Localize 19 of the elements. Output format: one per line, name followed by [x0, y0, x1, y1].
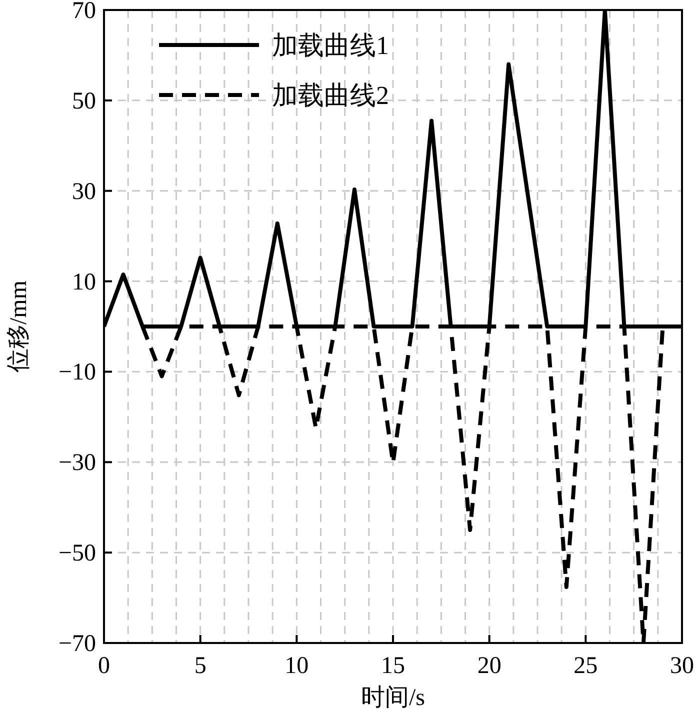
x-tick-label: 10 [284, 653, 309, 679]
y-tick-label: 10 [72, 269, 96, 296]
x-tick-label: 0 [98, 653, 110, 679]
y-tick-label: 30 [72, 178, 96, 205]
y-tick-label: −30 [58, 450, 96, 476]
x-axis-title: 时间/s [360, 685, 426, 711]
y-tick-label: 70 [72, 0, 96, 24]
legend-label: 加载曲线1 [272, 31, 389, 60]
x-tick-label: 30 [670, 653, 694, 679]
x-tick-label: 5 [194, 653, 206, 679]
x-tick-label: 15 [381, 653, 405, 679]
x-tick-label: 20 [477, 653, 502, 679]
y-axis-title: 位移/mm [6, 280, 32, 373]
y-tick-label: −50 [58, 540, 96, 567]
x-tick-label: 25 [574, 653, 598, 679]
legend-label: 加载曲线2 [272, 81, 389, 110]
y-tick-label: −70 [58, 631, 96, 657]
y-tick-label: −10 [58, 360, 96, 386]
y-tick-label: 50 [72, 88, 96, 114]
